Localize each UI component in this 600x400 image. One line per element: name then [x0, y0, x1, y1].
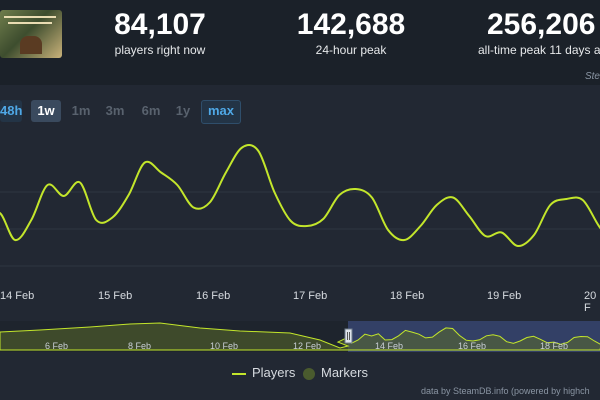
navigator-handle[interactable] — [344, 328, 353, 344]
stat-24h-peak: 142,688 24-hour peak — [286, 8, 416, 58]
legend-markers-label: Markers — [321, 365, 368, 380]
range-48h-button[interactable]: 48h — [0, 100, 22, 122]
navigator-date-label: 6 Feb — [45, 341, 69, 351]
players-legend-line-icon — [232, 372, 246, 375]
navigator-date-label: 12 Feb — [293, 341, 322, 351]
navigator — [0, 321, 600, 352]
game-thumbnail[interactable] — [0, 10, 62, 58]
alltime-value: 256,206 — [487, 8, 596, 41]
navigator-date-label: 10 Feb — [210, 341, 239, 351]
peak24-value: 142,688 — [296, 8, 406, 41]
x-tick-label: 14 Feb — [0, 290, 35, 302]
navigator-date-label: 8 Feb — [128, 341, 152, 351]
range-1m-button[interactable]: 1m — [71, 103, 91, 118]
navigator-date-label: 16 Feb — [458, 341, 487, 351]
navigator-date-label: 18 Feb — [540, 341, 569, 351]
thumbnail-title-line — [4, 16, 56, 18]
legend-item-players[interactable]: Players — [232, 364, 295, 382]
data-credit: data by SteamDB.info (powered by highch — [421, 386, 590, 396]
x-tick-label: 20 F — [584, 290, 597, 314]
x-tick-label: 17 Feb — [293, 290, 328, 302]
stat-alltime-peak: 256,206 all-time peak 11 days ago — [478, 8, 600, 58]
stats-header: 84,107 players right now 142,688 24-hour… — [0, 0, 600, 68]
range-3m-button[interactable]: 3m — [105, 103, 125, 118]
stat-players-now: 84,107 players right now — [106, 8, 214, 58]
range-1y-button[interactable]: 1y — [175, 103, 191, 118]
peak24-label: 24-hour peak — [315, 43, 387, 57]
players-now-value: 84,107 — [114, 8, 206, 41]
x-tick-label: 19 Feb — [487, 290, 522, 302]
x-tick-label: 18 Feb — [390, 290, 425, 302]
alltime-label: all-time peak 11 days ago — [478, 43, 600, 57]
legend-players-label: Players — [252, 365, 296, 380]
x-tick-label: 16 Feb — [196, 290, 231, 302]
range-max-button[interactable]: max — [201, 100, 241, 124]
range-6m-button[interactable]: 6m — [141, 103, 161, 118]
chart-grid — [0, 191, 600, 267]
x-tick-label: 15 Feb — [98, 290, 133, 302]
thumbnail-subtitle-line — [8, 22, 52, 24]
players-now-label: players right now — [114, 43, 206, 57]
navigator-area — [0, 322, 600, 351]
players-line — [0, 144, 600, 248]
legend-item-markers[interactable]: Markers — [303, 364, 368, 382]
thumbnail-figure — [20, 36, 42, 54]
markers-legend-dot-icon — [303, 367, 315, 380]
source-label: Ste — [584, 71, 600, 82]
range-1w-button[interactable]: 1w — [31, 100, 61, 122]
navigator-date-label: 14 Feb — [375, 341, 404, 351]
